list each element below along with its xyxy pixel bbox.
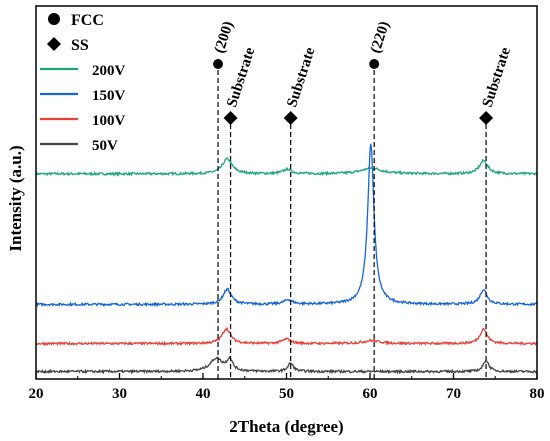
- legend-marker-label-1: SS: [71, 37, 89, 54]
- y-axis-label: Intensity (a.u.): [6, 145, 25, 251]
- legend-marker-label-0: FCC: [71, 12, 104, 29]
- ss-marker-2: [283, 111, 298, 125]
- fcc-marker-3: [369, 59, 380, 69]
- x-axis-label: 2Theta (degree): [229, 417, 343, 436]
- series-line-50V: [35, 355, 538, 375]
- annotation-label-4: Substrate: [480, 45, 514, 109]
- annotation-label-2: Substrate: [284, 45, 318, 109]
- series-line-100V: [35, 326, 538, 347]
- legend-line-label-150V: 150V: [92, 88, 126, 104]
- fcc-marker-0: [213, 59, 224, 69]
- legend-line-label-100V: 100V: [92, 113, 126, 129]
- ss-marker-4: [479, 111, 494, 125]
- x-tick-label-70: 70: [446, 386, 461, 402]
- series-layer: [35, 143, 538, 375]
- x-tick-label-80: 80: [530, 386, 545, 402]
- annotation-label-3: (220): [368, 19, 393, 55]
- x-axis: 20 30 40 50 60 70 80: [29, 373, 545, 402]
- series-line-200V: [35, 156, 538, 177]
- plot-frame: [35, 5, 538, 380]
- x-tick-label-20: 20: [29, 386, 44, 402]
- ss-marker-1: [223, 111, 238, 125]
- legend-ss-marker: [47, 37, 61, 51]
- x-tick-label-60: 60: [363, 386, 378, 402]
- annotation-label-1: Substrate: [224, 45, 258, 109]
- series-line-150V: [35, 143, 538, 308]
- annotation-layer: (200)Substrate Substrate(220)Substrate: [212, 19, 514, 379]
- x-tick-label-50: 50: [279, 386, 294, 402]
- annotation-label-0: (200): [212, 19, 237, 55]
- x-tick-label-40: 40: [196, 386, 211, 402]
- legend-fcc-marker: [48, 13, 60, 25]
- x-tick-label-30: 30: [112, 386, 127, 402]
- legend-line-label-50V: 50V: [92, 138, 118, 154]
- legend-line-label-200V: 200V: [92, 63, 126, 79]
